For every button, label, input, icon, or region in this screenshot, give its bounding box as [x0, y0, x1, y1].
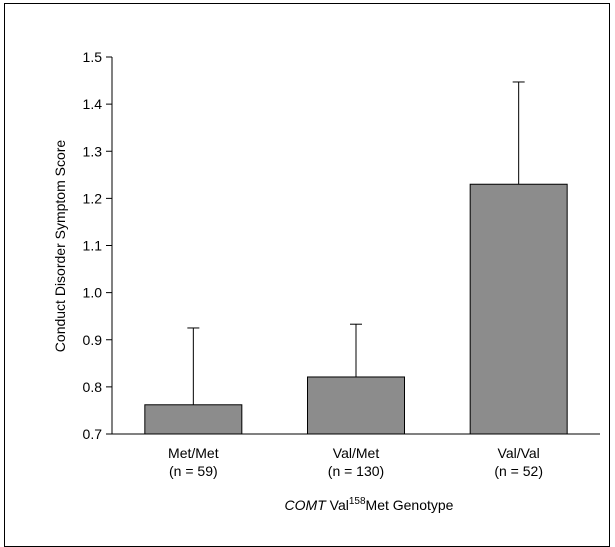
- y-tick-label: 1.2: [83, 190, 103, 206]
- y-tick-label: 1.0: [83, 285, 103, 301]
- category-labels: Met/Met (n = 59) Val/Met (n = 130) Val/Val (n…: [168, 445, 543, 479]
- x-category-label: Met/Met: [168, 445, 219, 461]
- x-category-n-label: (n = 59): [169, 463, 218, 479]
- bars: [144, 183, 568, 435]
- y-axis-title: Conduct Disorder Symptom Score: [52, 140, 68, 353]
- bar: [307, 376, 405, 435]
- x-category-n-label: (n = 52): [494, 463, 543, 479]
- y-tick-label: 1.5: [83, 49, 103, 65]
- y-axis: 0.7 0.8 0.9 1.0 1.1 1.2 1.3 1.4 1.5: [83, 49, 113, 442]
- y-tick-label: 1.1: [83, 238, 103, 254]
- x-category-label: Val/Val: [498, 445, 540, 461]
- y-tick-label: 0.8: [83, 379, 103, 395]
- x-category-label: Val/Met: [333, 445, 380, 461]
- x-category-n-label: (n = 130): [328, 463, 384, 479]
- x-axis-title-suffix: Met Genotype: [366, 497, 454, 513]
- x-axis-title-prefix: Val: [326, 497, 349, 513]
- error-bars: [187, 81, 525, 405]
- y-tick-label: 1.4: [83, 96, 103, 112]
- bar: [144, 404, 243, 435]
- bar: [469, 183, 568, 435]
- y-tick-label: 0.7: [83, 426, 103, 442]
- y-tick-label: 1.3: [83, 143, 103, 159]
- x-axis-title-italic: COMT: [285, 497, 328, 513]
- x-axis-title: COMT Val158Met Genotype: [285, 496, 454, 513]
- y-tick-label: 0.9: [83, 332, 103, 348]
- x-axis-title-superscript: 158: [349, 496, 366, 507]
